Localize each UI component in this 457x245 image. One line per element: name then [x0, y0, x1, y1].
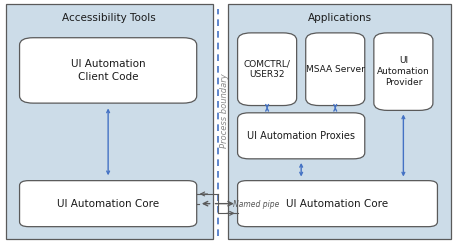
Text: UI Automation Core: UI Automation Core [57, 199, 159, 209]
FancyBboxPatch shape [238, 33, 297, 106]
Text: Process boundary: Process boundary [220, 73, 229, 148]
FancyBboxPatch shape [306, 33, 365, 106]
Text: MSAA Server: MSAA Server [306, 65, 365, 74]
Text: UI Automation Core: UI Automation Core [287, 199, 388, 209]
Bar [228, 4, 451, 239]
FancyBboxPatch shape [374, 33, 433, 110]
Bar [6, 4, 213, 239]
FancyBboxPatch shape [238, 181, 437, 227]
FancyBboxPatch shape [238, 113, 365, 159]
Text: Applications: Applications [308, 13, 372, 23]
Text: UI
Automation
Provider: UI Automation Provider [377, 56, 430, 87]
Text: UI Automation
Client Code: UI Automation Client Code [71, 59, 145, 82]
FancyBboxPatch shape [20, 181, 197, 227]
Text: UI Automation Proxies: UI Automation Proxies [247, 131, 355, 141]
Text: COMCTRL/
USER32: COMCTRL/ USER32 [244, 59, 291, 79]
Text: Named pipe: Named pipe [233, 200, 279, 209]
Text: Accessibility Tools: Accessibility Tools [63, 13, 156, 23]
FancyBboxPatch shape [20, 38, 197, 103]
